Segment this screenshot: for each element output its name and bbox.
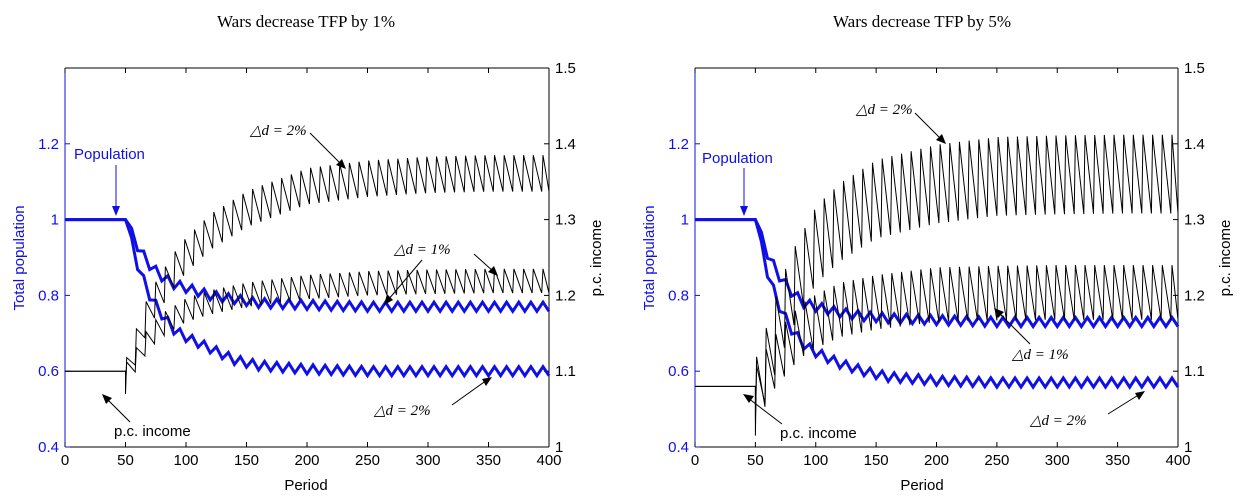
y-tick-label-left: 0.6	[668, 363, 689, 380]
y-axis-label-left: Total population	[641, 205, 658, 310]
arrow-delta-upper	[309, 132, 343, 166]
x-tick-label: 300	[415, 452, 440, 469]
arrow-income	[747, 397, 783, 425]
delta-d-middle-annotation: △d = 1%	[393, 242, 451, 258]
y-tick-label-right: 1	[555, 439, 563, 456]
panel-1: Wars decrease TFP by 1% 0 50 100 150 200 250 3…	[11, 12, 605, 494]
y-tick-label-left: 0.4	[668, 439, 689, 456]
delta-d-upper-annotation: △d = 2%	[249, 123, 307, 139]
y-axis-label-right: p.c. income	[1217, 220, 1234, 297]
y-tick-label-left: 0.8	[668, 287, 689, 304]
y-tick-label-right: 1.5	[555, 60, 576, 77]
income-annotation: p.c. income	[780, 425, 857, 442]
y-tick-label-left: 0.8	[38, 287, 59, 304]
x-tick-label: 50	[117, 452, 134, 469]
population-annotation: Population	[74, 146, 145, 163]
y-tick-label-left: 1.2	[668, 136, 689, 153]
x-tick-label: 0	[691, 452, 699, 469]
arrow-delta-middle-2	[473, 253, 495, 273]
y-tick-label-right: 1.4	[555, 136, 576, 153]
plot-area-2: 0 50 100 150 200 250 300 350 400 0.4 0.6 0.8 1 1.2 1 1.…	[668, 60, 1205, 469]
arrow-delta-lower	[1107, 393, 1141, 415]
delta-d-lower-annotation: △d = 2%	[373, 403, 431, 419]
income-line-2	[65, 268, 550, 387]
population-annotation: Population	[702, 150, 773, 167]
y-axis-label-left: Total population	[11, 205, 28, 310]
chart-title: Wars decrease TFP by 1%	[217, 12, 395, 31]
x-tick-label: 150	[234, 452, 259, 469]
x-tick-label: 150	[864, 452, 889, 469]
y-tick-label-left: 0.6	[38, 363, 59, 380]
y-tick-label-right: 1.3	[1184, 212, 1205, 229]
y-tick-label-left: 0.4	[38, 439, 59, 456]
x-tick-label: 350	[1105, 452, 1130, 469]
delta-d-upper-annotation: △d = 2%	[855, 102, 913, 118]
arrow-head-income	[743, 394, 754, 403]
arrow-head-delta-middle-2	[488, 266, 498, 276]
y-tick-label-left: 1	[51, 212, 59, 229]
plot-area-1: 0 50 100 150 200 250 300 350 400 0.4 0.6 0.8 1 1.2 1 1.…	[38, 60, 576, 469]
x-axis-label: Period	[284, 477, 327, 494]
x-tick-label: 50	[747, 452, 764, 469]
x-tick-label: 0	[61, 452, 69, 469]
y-tick-label-right: 1.4	[1184, 136, 1205, 153]
x-tick-label: 200	[924, 452, 949, 469]
arrow-head-delta-upper	[336, 159, 346, 169]
annotation-arrows-2	[740, 112, 1145, 425]
x-tick-label: 100	[803, 452, 828, 469]
x-tick-label: 250	[984, 452, 1009, 469]
arrow-head-delta-lower	[482, 377, 492, 386]
y-tick-label-right: 1.2	[1184, 287, 1205, 304]
y-tick-label-right: 1	[1184, 439, 1192, 456]
x-tick-label: 100	[173, 452, 198, 469]
y-tick-label-right: 1.3	[555, 212, 576, 229]
income-annotation: p.c. income	[114, 423, 191, 440]
arrow-head-delta-middle	[994, 308, 1004, 318]
arrow-head-income	[102, 394, 112, 404]
x-tick-label: 350	[476, 452, 501, 469]
population-line-1	[65, 218, 551, 315]
panel-2: Wars decrease TFP by 5% 0 50 100 150 200 250 3…	[641, 12, 1234, 494]
arrow-head-delta-lower	[1135, 391, 1145, 400]
x-tick-label: 300	[1045, 452, 1070, 469]
arrow-head-population	[740, 206, 748, 216]
arrow-delta-middle	[997, 311, 1031, 345]
income-line-2	[695, 265, 1179, 421]
population-line-2	[695, 218, 1180, 390]
x-tick-label: 400	[1165, 452, 1190, 469]
x-tick-label: 200	[294, 452, 319, 469]
y-tick-label-right: 1.2	[555, 287, 576, 304]
arrow-head-delta-middle-1	[384, 294, 393, 305]
income-line-1	[65, 155, 550, 394]
annotation-arrows-1	[102, 132, 498, 423]
x-tick-label: 400	[536, 452, 561, 469]
population-line-2	[65, 218, 551, 379]
arrow-delta-middle-1	[387, 259, 423, 301]
income-line-1	[695, 134, 1179, 436]
delta-d-middle-annotation: △d = 1%	[1011, 347, 1069, 363]
chart-title: Wars decrease TFP by 5%	[833, 12, 1011, 31]
y-tick-label-left: 1.2	[38, 136, 59, 153]
y-tick-label-right: 1.1	[555, 363, 576, 380]
arrow-income	[105, 397, 131, 423]
y-tick-label-left: 1	[681, 212, 689, 229]
delta-d-lower-annotation: △d = 2%	[1029, 413, 1087, 429]
population-line-1	[695, 218, 1180, 330]
y-axis-label-right: p.c. income	[588, 220, 605, 297]
arrow-head-delta-upper	[936, 134, 946, 144]
x-tick-label: 250	[355, 452, 380, 469]
x-axis-label: Period	[900, 477, 943, 494]
arrow-delta-upper	[914, 112, 943, 141]
y-tick-label-right: 1.5	[1184, 60, 1205, 77]
arrow-head-population	[112, 206, 120, 216]
y-tick-label-right: 1.1	[1184, 363, 1205, 380]
arrow-delta-lower	[451, 379, 488, 406]
